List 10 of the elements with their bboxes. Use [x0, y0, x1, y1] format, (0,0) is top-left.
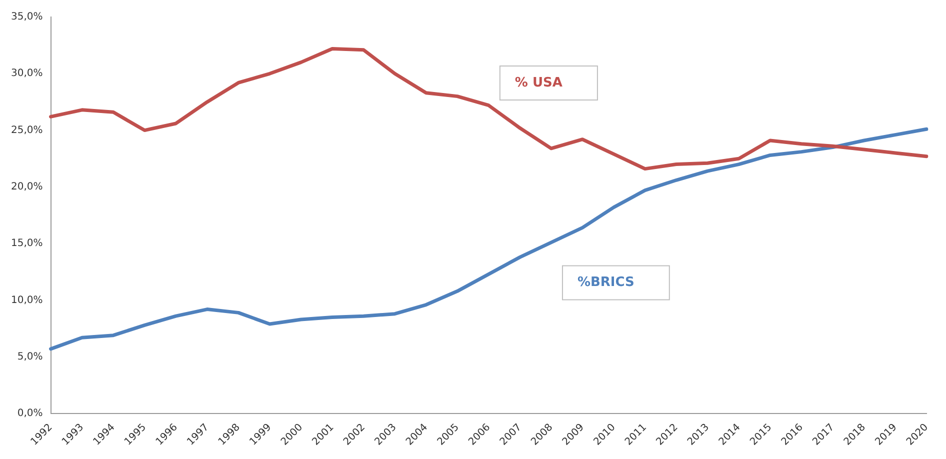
y-tick-label: 35,0% — [10, 12, 43, 23]
y-tick-label: 15,0% — [10, 238, 43, 250]
y-tick-label: 10,0% — [10, 294, 43, 306]
y-tick-label: 25,0% — [10, 124, 43, 136]
y-tick-label: 0,0% — [17, 408, 43, 420]
y-tick-label: 5,0% — [17, 351, 43, 362]
text: % USA — [514, 75, 562, 90]
y-tick-label: 20,0% — [10, 182, 43, 193]
y-tick-label: 30,0% — [10, 68, 43, 80]
text: %BRICS — [577, 275, 634, 290]
